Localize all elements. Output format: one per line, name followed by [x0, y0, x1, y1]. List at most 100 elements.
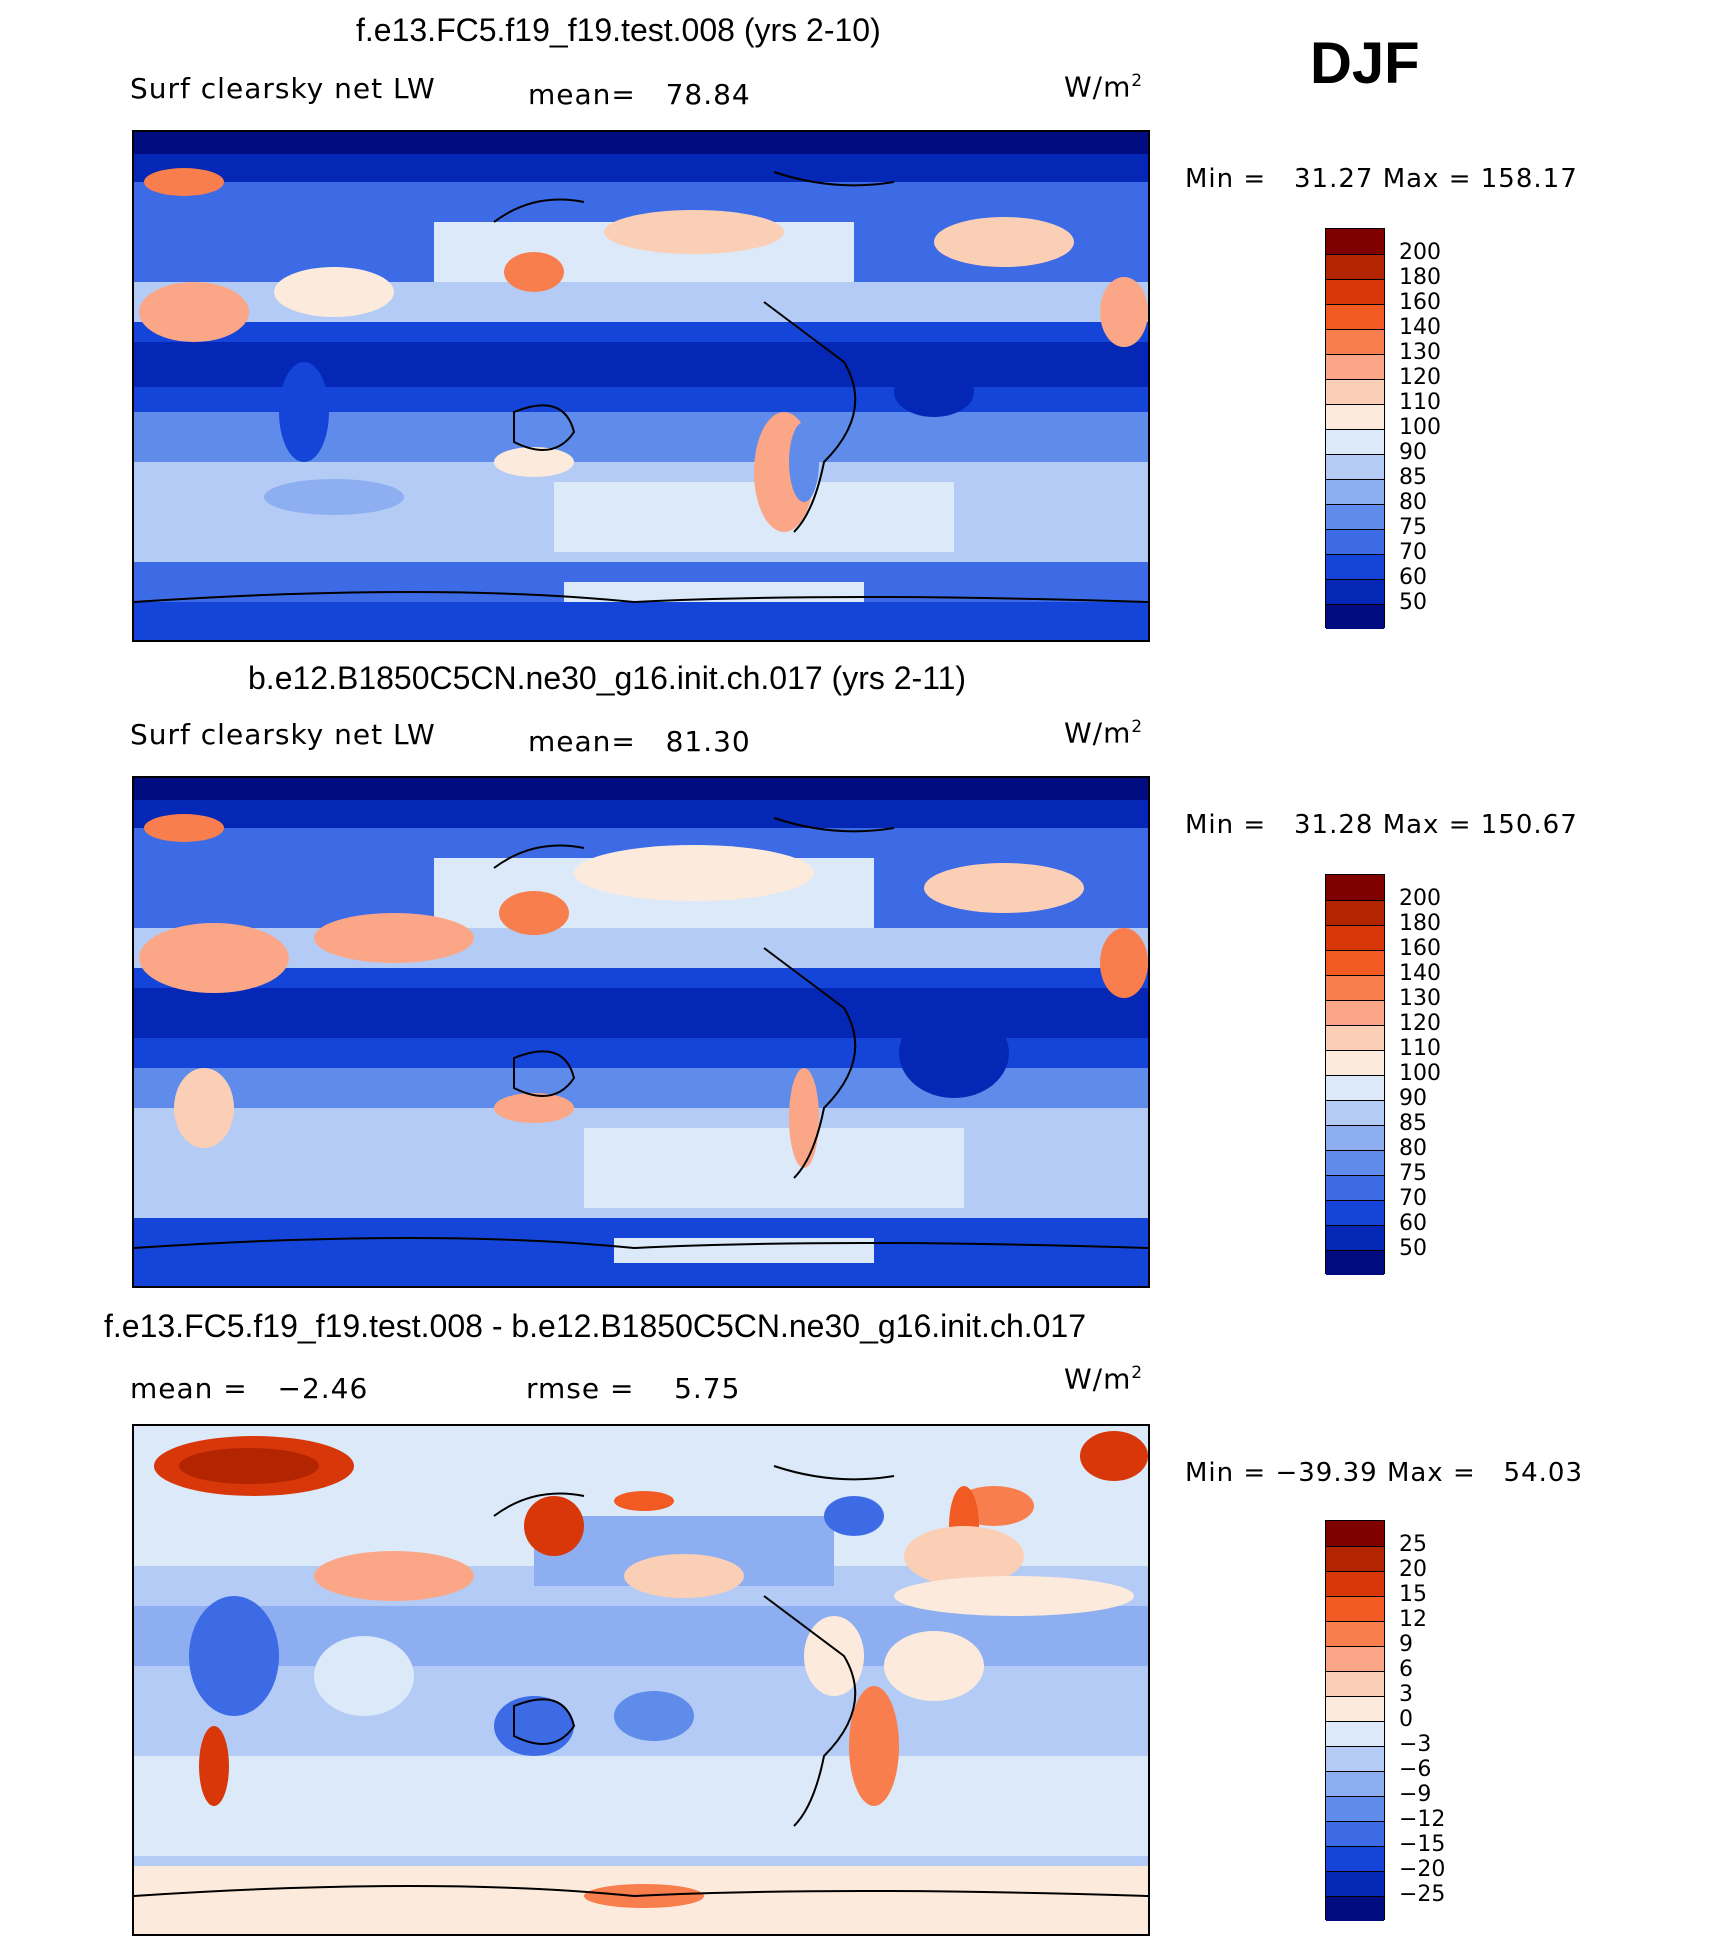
panel-2-mean-value: 81.30 [665, 725, 751, 758]
colorbar-level-label: 200 [1399, 886, 1441, 911]
colorbar-swatch [1326, 1821, 1384, 1846]
colorbar-level-label: 50 [1399, 1236, 1427, 1261]
colorbar-level-label: 60 [1399, 1211, 1427, 1236]
colorbar-level-label: 130 [1399, 340, 1441, 365]
panel-2-mean: mean= 81.30 [528, 725, 751, 758]
panel-3-title: f.e13.FC5.f19_f19.test.008 - b.e12.B1850… [104, 1308, 1087, 1344]
colorbar-level-label: 12 [1399, 1607, 1427, 1632]
colorbar-level-label: 25 [1399, 1532, 1427, 1557]
colorbar-box [1325, 228, 1385, 629]
colorbar-swatch [1326, 454, 1384, 479]
panel-1-max: 158.17 [1480, 164, 1578, 194]
colorbar-swatch [1326, 1671, 1384, 1696]
colorbar-swatch [1326, 1000, 1384, 1025]
colorbar-level-label: 100 [1399, 1061, 1441, 1086]
colorbar-swatch [1326, 1025, 1384, 1050]
colorbar-swatch [1326, 975, 1384, 1000]
panel-2-units: W/m2 [1064, 716, 1144, 750]
colorbar-swatch [1326, 504, 1384, 529]
colorbar-level-label: 85 [1399, 1111, 1427, 1136]
panel-3-units: W/m2 [1064, 1362, 1144, 1396]
colorbar-level-label: 90 [1399, 1086, 1427, 1111]
panel-2-min: 31.28 [1293, 810, 1374, 840]
panel-2-map-svg [134, 778, 1148, 1286]
colorbar-level-label: 130 [1399, 986, 1441, 1011]
panel-3-mean-value: −2.46 [277, 1372, 369, 1405]
colorbar-swatch [1326, 1621, 1384, 1646]
colorbar-swatch [1326, 1075, 1384, 1100]
colorbar-box [1325, 874, 1385, 1275]
panel-2-title: b.e12.B1850C5CN.ne30_g16.init.ch.017 (yr… [248, 660, 967, 696]
colorbar-swatch [1326, 1200, 1384, 1225]
panel-3-map-svg [134, 1426, 1148, 1934]
colorbar-level-label: 75 [1399, 1161, 1427, 1186]
colorbar-swatch [1326, 279, 1384, 304]
colorbar-level-label: 80 [1399, 490, 1427, 515]
panel-2-max: 150.67 [1480, 810, 1578, 840]
colorbar-level-label: −12 [1399, 1807, 1446, 1832]
panel-1-variable: Surf clearsky net LW [130, 72, 436, 105]
colorbar-level-label: 60 [1399, 565, 1427, 590]
colorbar-level-label: 110 [1399, 390, 1441, 415]
colorbar-swatch [1326, 1225, 1384, 1250]
colorbar-swatch [1326, 1546, 1384, 1571]
panel-1-mean-value: 78.84 [665, 78, 751, 111]
colorbar-swatch [1326, 1250, 1384, 1275]
colorbar-level-label: 75 [1399, 515, 1427, 540]
panel-1-title: f.e13.FC5.f19_f19.test.008 (yrs 2-10) [356, 12, 881, 48]
colorbar-swatch [1326, 1100, 1384, 1125]
colorbar-swatch [1326, 1771, 1384, 1796]
colorbar-swatch [1326, 1696, 1384, 1721]
panel-2-minmax: Min = 31.28 Max = 150.67 [1185, 810, 1578, 840]
colorbar-level-label: 70 [1399, 1186, 1427, 1211]
panel-2-variable: Surf clearsky net LW [130, 718, 436, 751]
panel-1-min: 31.27 [1293, 164, 1374, 194]
colorbar-swatch [1326, 229, 1384, 254]
panel-1-minmax: Min = 31.27 Max = 158.17 [1185, 164, 1578, 194]
colorbar-level-label: 100 [1399, 415, 1441, 440]
colorbar-swatch [1326, 1796, 1384, 1821]
colorbar-swatch [1326, 604, 1384, 629]
colorbar-level-label: 180 [1399, 911, 1441, 936]
panel-3-rmse-value: 5.75 [674, 1372, 741, 1405]
colorbar-level-label: 180 [1399, 265, 1441, 290]
colorbar-level-label: 70 [1399, 540, 1427, 565]
colorbar-swatch [1326, 1175, 1384, 1200]
colorbar-level-label: 160 [1399, 936, 1441, 961]
colorbar-swatch [1326, 1721, 1384, 1746]
colorbar-level-label: 80 [1399, 1136, 1427, 1161]
colorbar-swatch [1326, 1746, 1384, 1771]
colorbar-level-label: 200 [1399, 240, 1441, 265]
colorbar-swatch [1326, 1596, 1384, 1621]
colorbar-swatch [1326, 404, 1384, 429]
colorbar-swatch [1326, 429, 1384, 454]
colorbar-swatch [1326, 379, 1384, 404]
panel-1-mean-label: mean= [528, 78, 636, 111]
colorbar-swatch [1326, 950, 1384, 975]
colorbar-swatch [1326, 254, 1384, 279]
colorbar-swatch [1326, 304, 1384, 329]
panel-3-max: 54.03 [1503, 1458, 1583, 1488]
colorbar-level-label: 85 [1399, 465, 1427, 490]
panel-2-mean-label: mean= [528, 725, 636, 758]
colorbar-swatch [1326, 875, 1384, 900]
colorbar-level-label: 140 [1399, 961, 1441, 986]
panel-3-rmse: rmse = 5.75 [526, 1372, 741, 1405]
colorbar-level-label: 0 [1399, 1707, 1413, 1732]
colorbar-swatch [1326, 354, 1384, 379]
panel-1-mean: mean= 78.84 [528, 78, 751, 111]
colorbar-level-label: −20 [1399, 1857, 1446, 1882]
colorbar-level-label: 50 [1399, 590, 1427, 615]
colorbar-swatch [1326, 1896, 1384, 1921]
colorbar-swatch [1326, 1846, 1384, 1871]
panel-3-mean: mean = −2.46 [130, 1372, 369, 1405]
panel-1-map [132, 130, 1150, 642]
colorbar-level-label: 120 [1399, 1011, 1441, 1036]
panel-1-units: W/m2 [1064, 70, 1144, 104]
colorbar-swatch [1326, 529, 1384, 554]
colorbar-swatch [1326, 1871, 1384, 1896]
panel-2-map [132, 776, 1150, 1288]
colorbar-box [1325, 1520, 1385, 1921]
colorbar-swatch [1326, 554, 1384, 579]
colorbar-level-label: −15 [1399, 1832, 1446, 1857]
